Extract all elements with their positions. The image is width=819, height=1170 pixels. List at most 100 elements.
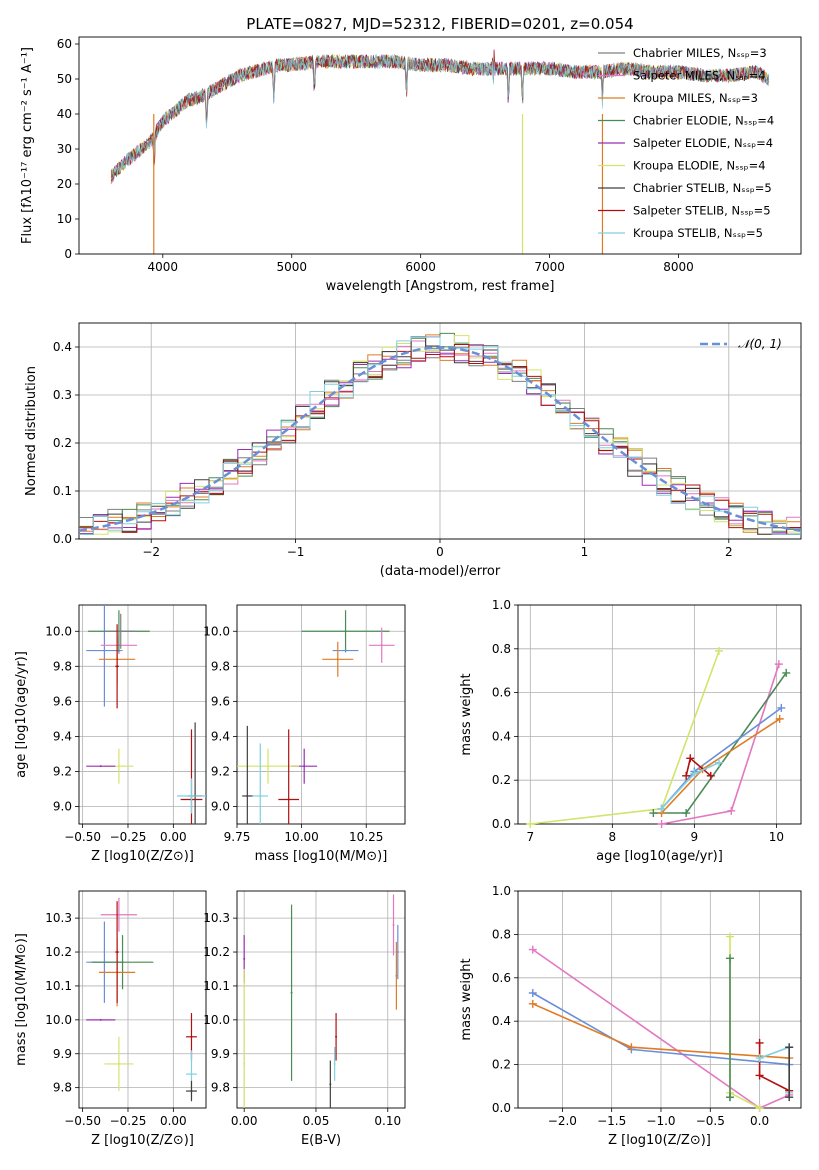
x-tick-label: 10 xyxy=(769,830,784,844)
series-lines xyxy=(526,646,791,828)
data-point xyxy=(99,765,102,768)
x-axis-label: age [log10(age/yr)] xyxy=(596,849,723,864)
y-tick-label: 0 xyxy=(64,247,72,261)
series-marker xyxy=(785,1043,794,1052)
x-tick-label: 7000 xyxy=(534,260,565,274)
series-marker xyxy=(682,771,691,780)
y-tick-label: 0.8 xyxy=(492,927,511,941)
x-tick-label: 0 xyxy=(436,545,444,559)
y-tick-label: 0.0 xyxy=(492,817,511,831)
y-tick-label: 1.0 xyxy=(492,598,511,612)
legend-label: Salpeter STELIB, Nₛₛₚ=5 xyxy=(633,204,771,218)
legend-label: Chabrier STELIB, Nₛₛₚ=5 xyxy=(633,181,772,195)
y-axis-label: age [log10(age/yr)] xyxy=(14,651,29,778)
data-point xyxy=(243,957,246,960)
data-point xyxy=(99,1018,102,1021)
chart-weight_vs_Z: −2.0 −1.5 −1.0 −0.5 0.0 0.0 0.2 0.4 0.6 0.8 1.0 Z [… xyxy=(459,884,802,1148)
series-line xyxy=(661,663,780,825)
data-point xyxy=(336,658,339,661)
data-point xyxy=(116,665,119,668)
x-tick-label: −0.25 xyxy=(110,830,147,844)
x-tick-label: −1.5 xyxy=(597,1114,626,1128)
data-point xyxy=(344,630,347,633)
data-point xyxy=(329,1083,332,1086)
data-point xyxy=(190,1035,193,1038)
series-marker xyxy=(528,999,537,1008)
y-tick-label: 0.4 xyxy=(53,340,72,354)
y-tick-label: 9.2 xyxy=(211,764,230,778)
y-tick-label: 0.2 xyxy=(492,773,511,787)
axes-frame xyxy=(517,890,802,1109)
axes-frame xyxy=(236,890,406,1109)
x-tick-label: −0.50 xyxy=(64,830,101,844)
series-marker xyxy=(682,809,691,818)
x-tick-label: 9.75 xyxy=(224,830,251,844)
legend-label: Kroupa ELODIE, Nₛₛₚ=4 xyxy=(633,159,766,173)
legend-label: Salpeter MILES, Nₛₛₚ=4 xyxy=(633,69,766,83)
y-axis-label: Flux [fλ10⁻¹⁷ erg cm⁻² s⁻¹ A⁻¹] xyxy=(20,47,35,244)
data-point xyxy=(117,1062,120,1065)
series-line xyxy=(758,1042,790,1092)
series-line xyxy=(530,650,720,825)
chart-weight_vs_age: 7 8 9 10 0.0 0.2 0.4 0.6 0.8 1.0 age [log10(age/yr… xyxy=(459,598,802,864)
y-tick-label: 0.1 xyxy=(53,484,72,498)
points xyxy=(86,605,206,824)
data-point xyxy=(380,644,383,647)
series-lines xyxy=(528,932,794,1112)
series-marker xyxy=(777,703,786,712)
points xyxy=(237,610,395,824)
data-point xyxy=(344,649,347,652)
x-tick-label: 5000 xyxy=(276,260,307,274)
x-tick-label: −2.0 xyxy=(548,1114,577,1128)
x-tick-label: 4000 xyxy=(148,260,179,274)
axes-frame xyxy=(517,604,802,825)
y-tick-label: 9.4 xyxy=(53,729,72,743)
x-tick-label: 7 xyxy=(526,830,534,844)
hist-salpeter_elodie xyxy=(79,344,801,535)
y-tick-label: 0.0 xyxy=(492,1101,511,1115)
series-marker xyxy=(714,646,723,655)
data-point xyxy=(119,630,122,633)
series-line xyxy=(729,936,760,1109)
series-marker xyxy=(649,809,658,818)
data-point xyxy=(243,1062,246,1065)
y-axis-label: Normed distribution xyxy=(24,366,39,496)
data-point xyxy=(290,991,293,994)
data-point xyxy=(117,765,120,768)
y-tick-label: 9.9 xyxy=(211,1047,230,1061)
y-axis-label: mass [log10(M/M⊙)] xyxy=(14,933,29,1066)
series-marker xyxy=(727,806,736,815)
x-tick-label: −0.50 xyxy=(64,1114,101,1128)
series-line xyxy=(653,672,787,814)
axes-frame xyxy=(78,890,207,1109)
y-tick-label: 10.0 xyxy=(45,624,72,638)
y-tick-label: 0.3 xyxy=(53,388,72,402)
y-tick-label: 10.3 xyxy=(203,911,230,925)
legend-label: Kroupa MILES, Nₛₛₚ=3 xyxy=(633,91,758,105)
y-axis-label: mass weight xyxy=(459,958,474,1040)
data-point xyxy=(287,798,290,801)
legend-label: Kroupa STELIB, Nₛₛₚ=5 xyxy=(633,226,763,240)
y-tick-label: 9.0 xyxy=(53,799,72,813)
data-point xyxy=(392,923,395,926)
spectrum-line-kroupa_stelib xyxy=(110,53,770,180)
series-marker xyxy=(657,804,666,813)
spectrum-line-salpeter_stelib xyxy=(110,49,770,183)
data-point xyxy=(121,961,124,964)
points xyxy=(86,897,197,1102)
x-tick-label: 0.00 xyxy=(160,830,187,844)
y-tick-label: 10.2 xyxy=(203,945,230,959)
x-tick-label: −1 xyxy=(287,545,305,559)
spectrum-line-chabrier_stelib xyxy=(110,54,770,181)
chart-mass_vs_EBV: 0.00 0.05 0.10 9.8 9.9 10.0 10.1 10.2 10.3 E(B-V) xyxy=(203,890,406,1148)
y-tick-label: 40 xyxy=(57,107,72,121)
x-axis-label: mass [log10(M/M⊙)] xyxy=(255,849,388,864)
x-tick-label: 0.10 xyxy=(374,1114,401,1128)
x-tick-label: 6000 xyxy=(405,260,436,274)
data-point xyxy=(259,794,262,797)
series-marker xyxy=(690,769,699,778)
chart-residuals: −2 −1 0 1 2 0.0 0.1 0.2 0.3 0.4 (data-model)/error… xyxy=(24,322,802,579)
y-tick-label: 9.4 xyxy=(211,729,230,743)
y-tick-label: 9.8 xyxy=(211,659,230,673)
axes-frame xyxy=(78,36,802,255)
